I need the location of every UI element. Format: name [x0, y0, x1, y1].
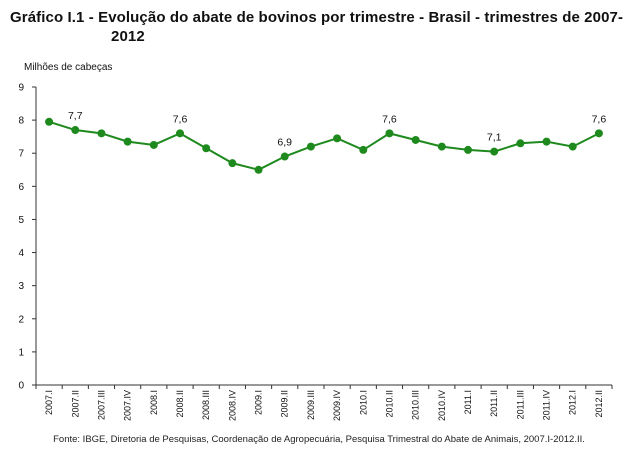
x-tick-label: 2007.II — [70, 390, 80, 418]
y-tick-label: 3 — [18, 281, 24, 292]
data-point — [568, 142, 577, 151]
x-tick-label: 2011.III — [515, 390, 525, 419]
y-tick-label: 2 — [18, 314, 24, 325]
data-point — [333, 134, 342, 143]
x-tick-label: 2007.III — [96, 390, 106, 420]
data-point — [411, 135, 420, 144]
chart-title-line2: 2012 — [111, 28, 145, 45]
y-axis-label: Milhões de cabeças — [24, 62, 113, 73]
x-tick-label: 2011.IV — [542, 390, 552, 420]
data-point — [228, 159, 237, 168]
y-tick-label: 4 — [18, 248, 24, 259]
data-label: 7,6 — [382, 113, 397, 125]
y-tick-label: 1 — [18, 347, 24, 358]
x-tick-label: 2007.IV — [123, 390, 133, 421]
data-point — [71, 126, 80, 135]
x-tick-label: 2008.I — [149, 390, 159, 415]
x-tick-label: 2009.IV — [332, 390, 342, 421]
x-tick-label: 2008.IV — [227, 390, 237, 421]
data-point — [359, 145, 368, 154]
data-label: 7,6 — [592, 113, 607, 125]
data-point — [594, 129, 603, 138]
data-point — [149, 140, 158, 149]
x-tick-label: 2011.II — [489, 390, 499, 417]
y-tick-label: 6 — [18, 182, 24, 193]
y-tick-label: 7 — [18, 149, 24, 160]
chart-title-line1: Gráfico I.1 - Evolução do abate de bovin… — [10, 9, 624, 26]
x-tick-label: 2012.I — [568, 390, 578, 415]
data-point — [202, 144, 211, 153]
data-point — [464, 145, 472, 154]
data-point — [542, 137, 551, 146]
y-tick-label: 9 — [18, 83, 24, 94]
data-point — [280, 152, 289, 161]
x-tick-label: 2008.II — [175, 390, 185, 418]
source-note: Fonte: IBGE, Diretoria de Pesquisas, Coo… — [53, 434, 585, 445]
x-tick-label: 2010.III — [411, 390, 421, 420]
chart-title: Gráfico I.1 - Evolução do abate de bovin… — [10, 8, 628, 46]
data-point — [97, 129, 106, 138]
data-label: 7,1 — [487, 132, 502, 144]
x-tick-label: 2009.III — [306, 390, 316, 420]
data-label: 7,6 — [173, 113, 188, 125]
data-point — [437, 142, 446, 151]
data-point — [123, 137, 132, 146]
data-point — [385, 129, 394, 138]
x-tick-label: 2009.I — [254, 390, 264, 415]
data-point — [45, 117, 54, 126]
x-tick-label: 2007.I — [44, 390, 54, 415]
data-point — [490, 147, 499, 156]
y-tick-label: 5 — [18, 215, 24, 226]
x-tick-label: 2010.II — [384, 390, 394, 418]
data-point — [176, 129, 184, 138]
x-tick-label: 2010.IV — [437, 390, 447, 421]
data-point — [306, 142, 315, 151]
y-tick-label: 0 — [18, 381, 24, 392]
series-line — [48, 120, 600, 171]
y-tick-label: 8 — [18, 116, 24, 127]
x-tick-label: 2008.III — [201, 390, 211, 420]
data-point — [516, 139, 525, 148]
x-tick-label: 2012.II — [594, 390, 604, 418]
x-tick-label: 2011.I — [463, 390, 473, 414]
x-tick-label: 2010.I — [358, 390, 368, 415]
x-tick-label: 2009.II — [280, 390, 290, 418]
data-label: 7,7 — [68, 110, 83, 122]
data-label: 6,9 — [277, 137, 292, 149]
data-point — [254, 165, 263, 174]
